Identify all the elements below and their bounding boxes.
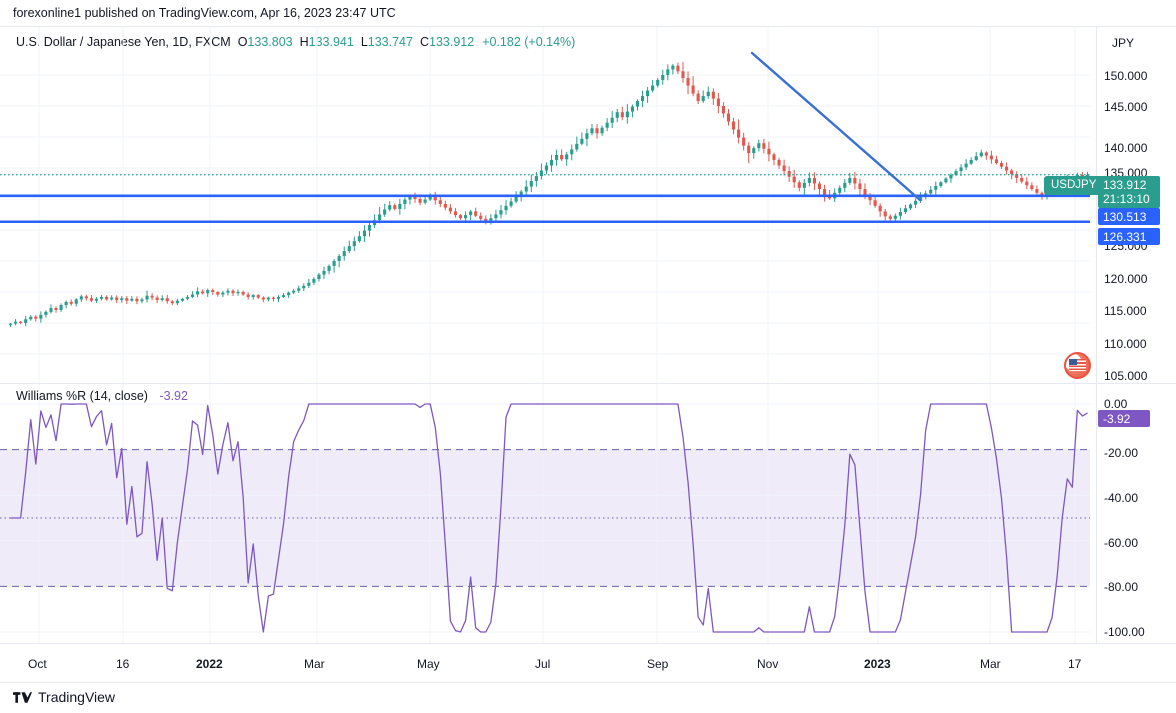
- publisher-bar: forexonline1 published on TradingView.co…: [0, 0, 1176, 27]
- price-tick-115: 115.000: [1104, 304, 1147, 318]
- flag-glyph: [1069, 359, 1086, 371]
- legend-low-key: L: [360, 35, 368, 49]
- legend-low-value: 133.747: [367, 35, 413, 49]
- price-tick-105: 105.000: [1104, 369, 1148, 383]
- footer: [0, 683, 1176, 713]
- time-tick-16: 16: [116, 657, 130, 671]
- current-price-tag[interactable]: 133.912 21:13:10: [1098, 176, 1160, 208]
- legend-change: +0.182 (+0.14%): [482, 35, 576, 49]
- williams-r-value: -3.92: [159, 389, 188, 403]
- publisher-text: forexonline1 published on TradingView.co…: [13, 6, 396, 20]
- williams-tick-60: -60.00: [1104, 536, 1139, 550]
- time-tick-2023: 2023: [864, 657, 891, 671]
- williams-r-svg: [0, 384, 1090, 643]
- price-tick-120: 120.000: [1104, 272, 1148, 286]
- williams-r-legend: Williams %R (14, close) -3.92: [16, 389, 188, 403]
- time-axis[interactable]: Oct 16 2022 Mar May Jul Sep Nov 2023 Mar…: [0, 643, 1176, 683]
- legend-close-key: C: [419, 35, 429, 49]
- time-tick-nov: Nov: [757, 657, 779, 671]
- tradingview-logo[interactable]: TradingView: [13, 689, 115, 705]
- price-tick-110: 110.000: [1104, 337, 1147, 351]
- time-tick-may: May: [417, 657, 440, 671]
- price-axis-unit: JPY: [1112, 36, 1135, 50]
- us-flag-icon[interactable]: [1064, 352, 1091, 379]
- williams-r-title[interactable]: Williams %R (14, close): [16, 389, 148, 403]
- price-tick-145: 145.000: [1104, 100, 1148, 114]
- price-level-tag-1[interactable]: 130.513: [1098, 208, 1160, 225]
- time-tick-jul: Jul: [535, 657, 551, 671]
- tradingview-wordmark: TradingView: [38, 689, 116, 705]
- tradingview-mark-icon: [13, 691, 32, 703]
- williams-current-tag[interactable]: -3.92: [1098, 410, 1150, 427]
- williams-tick-80: -80.00: [1104, 580, 1139, 594]
- price-level-tag-2[interactable]: 126.331: [1098, 228, 1160, 245]
- price-pane[interactable]: [0, 27, 1176, 383]
- bar-countdown: 21:13:10: [1103, 192, 1150, 206]
- legend-open-key: O: [237, 35, 248, 49]
- pane-divider: [0, 383, 1176, 384]
- time-tick-mar-1: Mar: [304, 657, 325, 671]
- legend-close-value: 133.912: [429, 35, 475, 49]
- legend-high-value: 133.941: [308, 35, 354, 49]
- price-tick-140: 140.000: [1104, 141, 1148, 155]
- time-tick-sep: Sep: [647, 657, 669, 671]
- price-chart-svg: [0, 27, 1090, 383]
- chart-legend: U.S. Dollar / Japanese Yen, 1D, FXCM O133…: [16, 34, 575, 50]
- williams-tick-0: 0.00: [1104, 397, 1128, 411]
- legend-high-key: H: [299, 35, 309, 49]
- williams-tick-20: -20.00: [1104, 446, 1139, 460]
- axis-separator: [1096, 27, 1097, 643]
- time-tick-mar-2: Mar: [980, 657, 1001, 671]
- symbol-badge[interactable]: USDJPY: [1044, 176, 1104, 195]
- legend-open-value: 133.803: [247, 35, 293, 49]
- time-tick-oct: Oct: [28, 657, 47, 671]
- price-tick-150: 150.000: [1104, 69, 1148, 83]
- time-tick-17: 17: [1068, 657, 1082, 671]
- time-tick-2022: 2022: [196, 657, 223, 671]
- williams-r-pane[interactable]: [0, 384, 1176, 643]
- current-price-value: 133.912: [1103, 178, 1147, 192]
- williams-tick-40: -40.00: [1104, 491, 1139, 505]
- williams-tick-100: -100.00: [1104, 625, 1145, 639]
